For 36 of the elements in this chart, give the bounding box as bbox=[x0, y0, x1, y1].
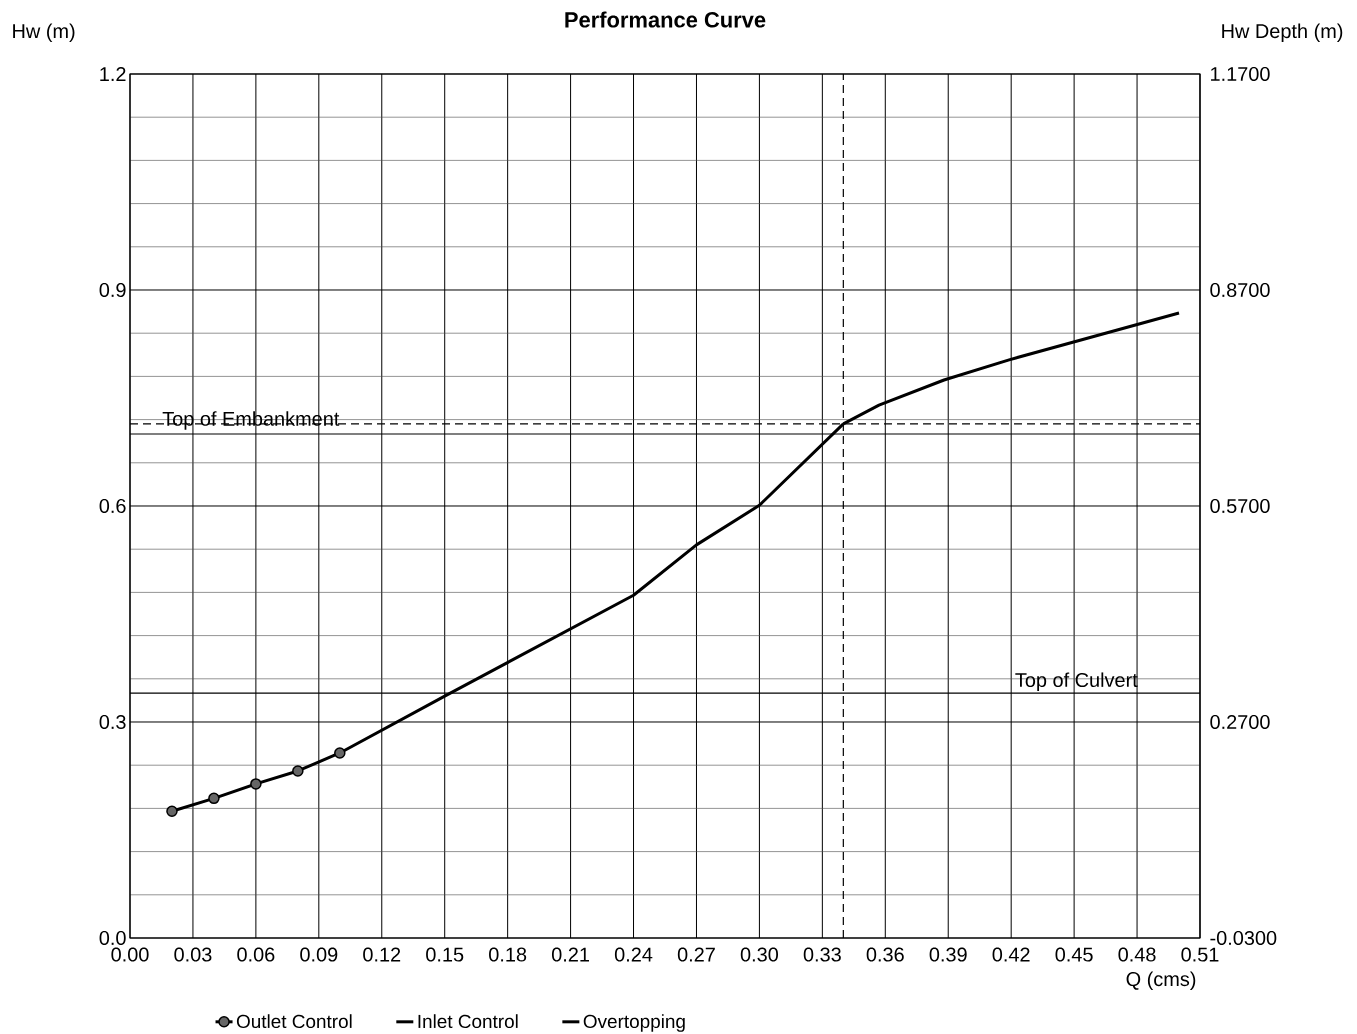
y2-axis-title: Hw Depth (m) bbox=[1222, 23, 1343, 43]
y2-tick-label: 0.8700 bbox=[1210, 282, 1270, 298]
legend-label: Overtopping bbox=[583, 1014, 685, 1032]
x-tick-label: 0.09 bbox=[300, 947, 338, 962]
x-tick-label: 0.48 bbox=[1118, 947, 1156, 962]
y2-tick-label: -0.0300 bbox=[1210, 930, 1277, 946]
chart-title: Performance Curve bbox=[565, 11, 766, 28]
ref-line-label: Top of Culvert bbox=[1015, 672, 1138, 691]
x-tick-label: 0.00 bbox=[111, 947, 149, 962]
y-tick-label: 0.9 bbox=[99, 282, 126, 298]
x-axis-title: Q (cms) bbox=[1126, 971, 1196, 991]
y-tick-label: 1.2 bbox=[100, 67, 126, 81]
legend-label: Outlet Control bbox=[236, 1014, 352, 1029]
x-tick-label: 0.06 bbox=[237, 947, 275, 962]
x-tick-label: 0.03 bbox=[174, 947, 212, 962]
legend-label: Inlet Control bbox=[418, 1014, 518, 1029]
x-tick-label: 0.39 bbox=[929, 947, 967, 962]
y-axis-title: Hw (m) bbox=[13, 23, 75, 43]
x-tick-label: 0.12 bbox=[363, 947, 401, 962]
x-tick-label: 0.33 bbox=[803, 947, 841, 962]
x-tick-label: 0.24 bbox=[614, 947, 653, 962]
y2-tick-label: 0.2700 bbox=[1210, 714, 1270, 730]
y-tick-label: 0.3 bbox=[99, 714, 126, 730]
y-tick-label: 0.0 bbox=[99, 930, 126, 946]
x-tick-label: 0.45 bbox=[1055, 947, 1093, 962]
x-tick-label: 0.51 bbox=[1181, 947, 1219, 962]
y2-tick-label: 0.5700 bbox=[1210, 498, 1270, 514]
y-tick-label: 0.6 bbox=[99, 498, 126, 514]
x-tick-label: 0.15 bbox=[426, 947, 464, 962]
x-tick-label: 0.21 bbox=[551, 947, 589, 962]
x-tick-label: 0.36 bbox=[866, 947, 904, 962]
x-tick-label: 0.18 bbox=[489, 947, 527, 962]
x-tick-label: 0.27 bbox=[677, 947, 715, 962]
y2-tick-label: 1.1700 bbox=[1211, 66, 1270, 82]
x-tick-label: 0.30 bbox=[740, 947, 779, 962]
x-tick-label: 0.42 bbox=[992, 947, 1030, 962]
